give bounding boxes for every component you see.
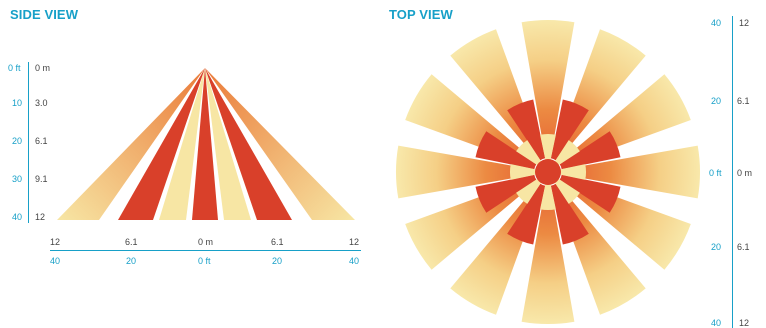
side-bottom-ft-1: 20 <box>126 256 137 266</box>
top-right-ft-1: 20 <box>711 96 722 106</box>
top-right-axis-line <box>732 16 733 328</box>
top-right-ft-4: 40 <box>711 318 722 328</box>
side-left-m-4: 12 <box>35 212 46 222</box>
side-bottom-m-3: 6.1 <box>271 237 284 247</box>
top-near-red-sector <box>550 99 589 161</box>
top-center-pale-sector <box>516 178 542 204</box>
side-beam-center <box>192 68 218 220</box>
top-center-pale-sector <box>554 140 580 166</box>
side-bottom-m-4: 12 <box>349 237 360 247</box>
top-right-ft-3: 20 <box>711 242 722 252</box>
top-center-pale-sector <box>559 164 587 180</box>
top-center-pale-sector <box>516 140 542 166</box>
side-beam-outer-left <box>57 68 205 220</box>
side-left-ft-2: 20 <box>12 136 23 146</box>
top-far-sector <box>521 189 575 325</box>
top-center-pale-sector <box>554 178 580 204</box>
top-near-red-sector <box>475 174 537 213</box>
side-bottom-m-2: 0 m <box>198 237 214 247</box>
side-left-m-2: 6.1 <box>35 136 48 146</box>
side-left-m-1: 3.0 <box>35 98 48 108</box>
side-left-m-3: 9.1 <box>35 174 48 184</box>
side-left-ft-3: 30 <box>12 174 23 184</box>
side-bottom-ft-3: 20 <box>272 256 283 266</box>
top-center-pale-sector <box>540 133 556 161</box>
top-right-m-3: 6.1 <box>737 242 750 252</box>
side-bottom-m-1: 6.1 <box>125 237 138 247</box>
side-beam-red-right <box>205 68 292 220</box>
side-beam-outer-right <box>205 68 355 220</box>
side-left-ft-4: 40 <box>12 212 23 222</box>
top-far-sector <box>565 145 701 199</box>
top-far-sector <box>395 145 531 199</box>
top-near-red-sector <box>507 183 546 245</box>
top-far-sector <box>521 19 575 155</box>
side-beam-yellow-left <box>159 68 205 220</box>
side-left-m-0: 0 m <box>35 63 51 73</box>
side-bottom-ft-0: 40 <box>50 256 61 266</box>
side-bottom-axis-line <box>50 250 361 251</box>
top-near-red-sector <box>507 99 546 161</box>
top-center-dot <box>535 159 561 185</box>
side-beam-red-left <box>118 68 205 220</box>
top-right-ft-0: 40 <box>711 18 722 28</box>
top-right-ft-2: 0 ft <box>709 168 722 178</box>
side-left-ft-0: 0 ft <box>8 63 21 73</box>
side-bottom-m-0: 12 <box>50 237 61 247</box>
top-near-red-sector <box>550 183 589 245</box>
top-right-m-0: 12 <box>739 18 750 28</box>
side-bottom-ft-2: 0 ft <box>198 256 211 266</box>
side-left-ft-1: 10 <box>12 98 23 108</box>
top-right-m-1: 6.1 <box>737 96 750 106</box>
top-center-pale-sector <box>540 183 556 211</box>
top-near-red-sector <box>559 174 621 213</box>
side-left-axis-line <box>28 62 29 223</box>
side-bottom-ft-4: 40 <box>349 256 360 266</box>
top-center-pale-sector <box>509 164 537 180</box>
top-view-title: TOP VIEW <box>389 7 453 22</box>
top-near-red-sector <box>559 131 621 170</box>
top-near-red-sector <box>475 131 537 170</box>
top-right-m-2: 0 m <box>737 168 753 178</box>
top-right-m-4: 12 <box>739 318 750 328</box>
top-near-sectors <box>475 99 621 245</box>
side-view-title: SIDE VIEW <box>10 7 79 22</box>
side-beam-yellow-right <box>205 68 251 220</box>
